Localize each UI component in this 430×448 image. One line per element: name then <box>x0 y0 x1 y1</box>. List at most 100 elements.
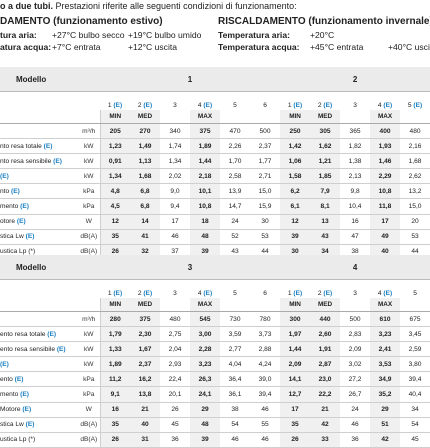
table-row: (E) kW 1,89 2,37 2,93 3,23 4,04 4,24 2,09 2,87 3,0… <box>0 356 430 373</box>
value-cell: 1,21 <box>310 153 341 170</box>
value-cell: 610 <box>370 311 401 328</box>
value-cell: 46 <box>250 402 281 418</box>
level-spacer <box>78 298 101 312</box>
value-cell: 14 <box>130 214 160 230</box>
value-cell: 10,8 <box>370 183 401 200</box>
value-cell: 365 <box>340 123 371 140</box>
speed-spacer <box>78 280 100 299</box>
value-cell: 9,1 <box>100 386 130 403</box>
winter-water-in: +45°C entrata <box>310 42 364 52</box>
level-cell: MAX <box>370 110 401 124</box>
value-cell: 10,8 <box>190 198 220 215</box>
value-cell: 3,73 <box>250 326 281 343</box>
value-cell: 375 <box>130 311 160 328</box>
value-cell: 470 <box>220 123 250 140</box>
value-cell: 4,8 <box>100 183 130 200</box>
value-cell: 675 <box>400 311 430 328</box>
value-cell: 36,4 <box>220 371 250 388</box>
table-row: ento (E) kPa 11,2 16,2 22,4 26,3 36,4 39,0 14,1 2… <box>0 371 430 388</box>
speed-cell: 3 <box>173 290 177 297</box>
speed-cell: 5 <box>413 290 417 297</box>
level-spacer <box>0 110 78 124</box>
level-cell: MAX <box>190 110 220 124</box>
value-cell: 6,2 <box>280 183 311 200</box>
level-cell <box>400 110 430 124</box>
value-cell: 38 <box>220 402 250 418</box>
level-cell <box>220 298 250 312</box>
value-cell: 1,85 <box>310 168 341 185</box>
row-unit: m³/h <box>78 311 101 328</box>
value-cell: 24,1 <box>190 386 220 403</box>
level-cell: MED <box>130 110 160 124</box>
value-cell: 46 <box>160 229 190 245</box>
speed-cell: 1 (E) <box>287 102 303 109</box>
summer-air-line: tura aria: +27°C bulbo secco +19°C bulbo… <box>0 30 201 40</box>
value-cell: 0,91 <box>100 153 130 170</box>
value-cell: 46 <box>220 432 250 448</box>
level-row: MIN MED MAX MIN MED MAX <box>0 110 430 124</box>
speed-cell: 1 (E) <box>107 290 123 297</box>
value-cell: 2,83 <box>340 326 371 343</box>
value-cell: 4,5 <box>100 198 130 215</box>
winter-air-temp: +20°C <box>310 30 335 40</box>
value-cell: 3,59 <box>220 326 250 343</box>
value-cell: 440 <box>310 311 341 328</box>
value-cell: 2,26 <box>220 138 250 155</box>
row-label: mento (E) <box>0 198 78 215</box>
level-cell <box>340 298 371 312</box>
value-cell: 12,7 <box>280 386 311 403</box>
value-cell: 26 <box>100 432 130 448</box>
value-cell: 45 <box>400 432 430 448</box>
intro-bold: o a due tubi. <box>0 1 53 11</box>
model-unit-spacer <box>78 67 100 92</box>
value-cell: 12 <box>100 214 130 230</box>
value-cell: 16 <box>340 214 371 230</box>
value-cell: 2,59 <box>400 341 430 358</box>
value-cell: 16 <box>100 402 130 418</box>
table-row: nto resa sensibile (E) kW 0,91 1,13 1,34 1,44… <box>0 153 430 170</box>
row-unit: kW <box>78 153 101 170</box>
value-cell: 52 <box>220 229 250 245</box>
winter-title: RISCALDAMENTO (funzionamento invernale) <box>218 16 430 27</box>
value-cell: 26,7 <box>340 386 371 403</box>
row-label: nto resa sensibile (E) <box>0 153 78 170</box>
value-cell: 40,4 <box>400 386 430 403</box>
value-cell: 2,30 <box>130 326 160 343</box>
value-cell: 35 <box>100 229 130 245</box>
value-cell: 14,7 <box>220 198 250 215</box>
table-row: Motore (E) W 16 21 26 29 38 46 17 21 24 29 34 <box>0 402 430 418</box>
speed-cell: 2 (E) <box>137 290 153 297</box>
value-cell: 17 <box>160 214 190 230</box>
value-cell: 6,8 <box>130 198 160 215</box>
value-cell: 2,09 <box>340 341 371 358</box>
winter-water-label: Temperatura acqua: <box>218 42 300 52</box>
value-cell: 30 <box>250 214 281 230</box>
speed-cell: 4 (E) <box>197 102 213 109</box>
summer-water-in: +7°C entrata <box>52 42 101 52</box>
level-cell: MIN <box>100 110 130 124</box>
winter-water-line: Temperatura acqua: +45°C entrata +40°C u… <box>218 42 430 52</box>
row-unit: kW <box>78 138 101 155</box>
speed-cell: 3 <box>353 290 357 297</box>
table-row: nto (E) kPa 4,8 6,8 9,0 10,1 13,9 15,0 6,2 7,9 9,8… <box>0 183 430 200</box>
value-cell: 1,44 <box>190 153 220 170</box>
row-label: ento (E) <box>0 371 78 388</box>
value-cell: 13,8 <box>130 386 160 403</box>
value-cell: 270 <box>130 123 160 140</box>
value-cell: 1,33 <box>100 341 130 358</box>
level-cell <box>250 110 281 124</box>
table-row: mento (E) kPa 4,5 6,8 9,4 10,8 14,7 15,9 6,1 8,1 1… <box>0 198 430 215</box>
row-unit: kPa <box>78 183 101 200</box>
value-cell: 2,93 <box>160 356 190 373</box>
model-row: Modello 1 2 <box>0 67 430 92</box>
value-cell: 305 <box>310 123 341 140</box>
level-spacer <box>0 298 78 312</box>
speed-cell: 2 (E) <box>317 102 333 109</box>
level-cell: MAX <box>190 298 220 312</box>
winter-air-label: Temperatura aria: <box>218 30 290 40</box>
value-cell: 17 <box>370 214 401 230</box>
value-cell: 35,2 <box>370 386 401 403</box>
row-label: ento resa sensibile (E) <box>0 341 78 358</box>
value-cell: 39,4 <box>250 386 281 403</box>
value-cell: 39 <box>280 229 311 245</box>
